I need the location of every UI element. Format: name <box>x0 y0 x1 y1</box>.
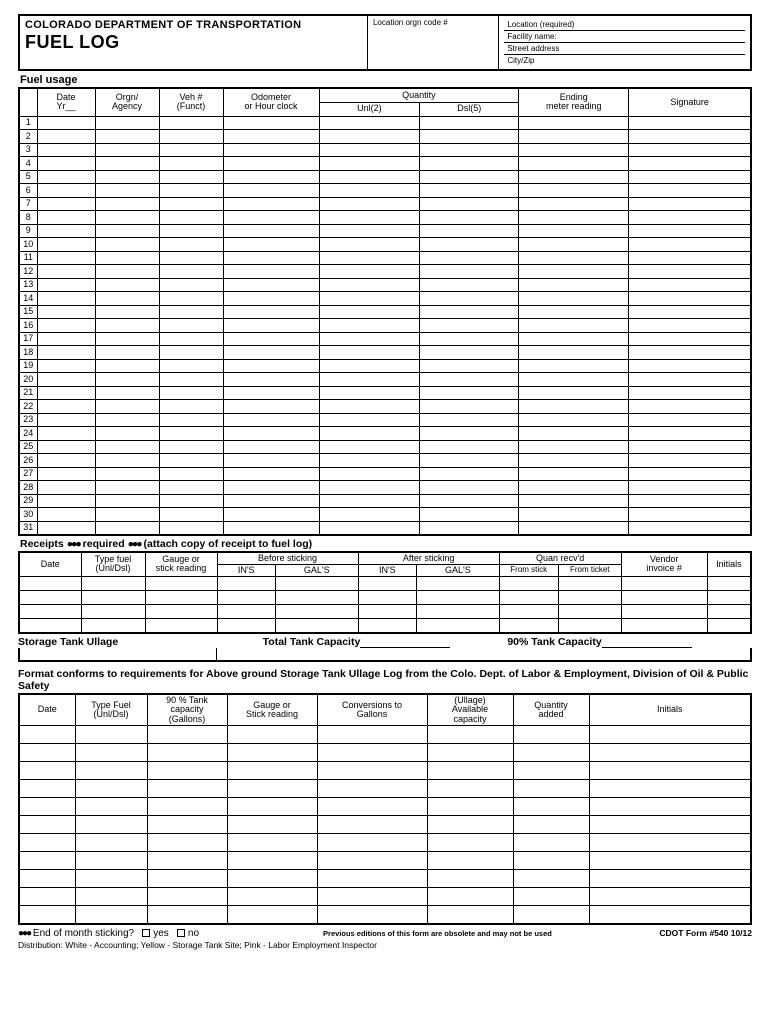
table-row: 31 <box>19 521 751 535</box>
table-row: 18 <box>19 346 751 360</box>
table-row: 13 <box>19 278 751 292</box>
form-number: CDOT Form #540 10/12 <box>605 928 752 938</box>
facility-label: Facility name: <box>504 31 745 43</box>
bullets-icon: ●●● <box>67 538 80 550</box>
table-row: 21 <box>19 386 751 400</box>
receipts-table: Date Type fuel(Unl/Dsl) Gauge orstick re… <box>18 551 752 634</box>
table-row: 10 <box>19 238 751 252</box>
street-label: Street address <box>504 43 745 55</box>
table-row <box>19 726 751 744</box>
tank-bar: Storage Tank Ullage Total Tank Capacity … <box>18 636 752 648</box>
table-row <box>19 852 751 870</box>
loc-req-label: Location (required) <box>504 19 745 31</box>
table-row: 30 <box>19 508 751 522</box>
department-label: COLORADO DEPARTMENT OF TRANSPORTATION <box>25 19 362 31</box>
bullets-icon: ●●● <box>128 538 141 550</box>
table-row: 27 <box>19 467 751 481</box>
table-row: 9 <box>19 224 751 238</box>
table-row <box>19 834 751 852</box>
table-row: 8 <box>19 211 751 225</box>
table-row: 1 <box>19 116 751 130</box>
prev-editions-note: Previous editions of this form are obsol… <box>270 929 606 938</box>
table-row: 22 <box>19 400 751 414</box>
no-checkbox[interactable] <box>177 929 185 937</box>
tank-divider <box>18 648 752 662</box>
table-row: 2 <box>19 130 751 144</box>
table-row: 7 <box>19 197 751 211</box>
table-row <box>19 888 751 906</box>
table-row: 29 <box>19 494 751 508</box>
table-row: 12 <box>19 265 751 279</box>
ninety-cap-label: 90% Tank Capacity <box>507 636 601 648</box>
storage-label: Storage Tank Ullage <box>18 636 263 648</box>
table-row: 14 <box>19 292 751 306</box>
bullets-icon: ●●● <box>18 928 30 939</box>
header-orgn: Location orgn code # <box>368 16 499 69</box>
table-row: 15 <box>19 305 751 319</box>
table-row: 25 <box>19 440 751 454</box>
header-location: Location (required) Facility name: Stree… <box>499 16 750 69</box>
table-row <box>19 762 751 780</box>
receipts-note: Receipts ●●● required ●●● (attach copy o… <box>20 538 752 550</box>
fuel-usage-label: Fuel usage <box>20 74 752 86</box>
yes-checkbox[interactable] <box>142 929 150 937</box>
fuel-usage-table: DateYr__ Orgn/Agency Veh #(Funct) Odomet… <box>18 87 752 536</box>
table-row <box>19 798 751 816</box>
loc-orgn-label: Location orgn code # <box>373 18 448 27</box>
table-row: 20 <box>19 373 751 387</box>
table-row: 19 <box>19 359 751 373</box>
header-left: COLORADO DEPARTMENT OF TRANSPORTATION FU… <box>20 16 368 69</box>
distribution-note: Distribution: White - Accounting; Yellow… <box>18 940 752 950</box>
table-row <box>19 816 751 834</box>
footer-row: ●●● End of month sticking? yes no Previo… <box>18 928 752 939</box>
table-row <box>19 906 751 924</box>
table-row: 6 <box>19 184 751 198</box>
form-title: FUEL LOG <box>25 32 362 53</box>
table-row: 24 <box>19 427 751 441</box>
table-row: 11 <box>19 251 751 265</box>
ullage-table: Date Type Fuel(Unl/Dsl) 90 % Tankcapacit… <box>18 693 752 925</box>
table-row: 4 <box>19 157 751 171</box>
table-row: 28 <box>19 481 751 495</box>
table-row: 26 <box>19 454 751 468</box>
table-row: 16 <box>19 319 751 333</box>
table-row <box>19 870 751 888</box>
table-row: 23 <box>19 413 751 427</box>
header-box: COLORADO DEPARTMENT OF TRANSPORTATION FU… <box>18 14 752 71</box>
format-note: Format conforms to requirements for Abov… <box>18 668 752 692</box>
table-row: 17 <box>19 332 751 346</box>
table-row: 3 <box>19 143 751 157</box>
table-row <box>19 744 751 762</box>
cityzip-label: City/Zip <box>504 55 745 66</box>
eom-label: End of month sticking? <box>33 928 134 939</box>
table-row <box>19 780 751 798</box>
total-cap-label: Total Tank Capacity <box>263 636 361 648</box>
table-row: 5 <box>19 170 751 184</box>
